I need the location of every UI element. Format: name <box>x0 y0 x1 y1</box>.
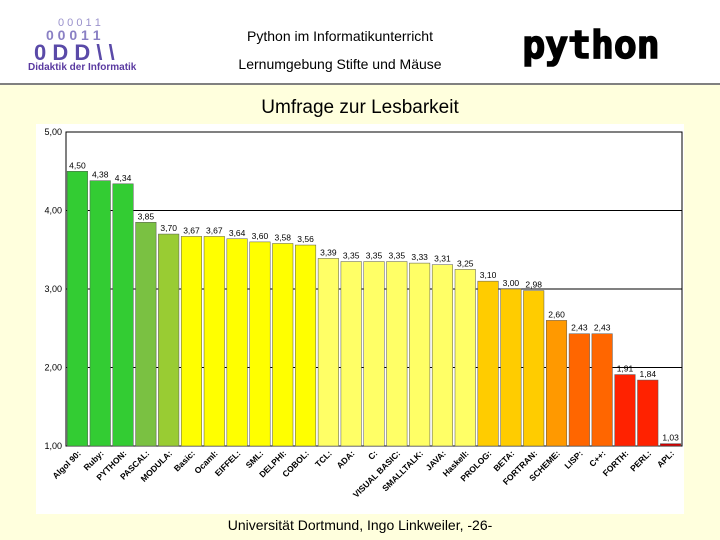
ddi-logo-label: Didaktik der Informatik <box>28 62 137 73</box>
y-tick-label: 3,00 <box>44 284 62 294</box>
data-label: 3,60 <box>252 231 269 241</box>
bar <box>546 320 568 447</box>
data-label: 3,25 <box>457 258 474 268</box>
ddi-logo: 0 0 0 1 1 0 0 0 1 1 0 D D \ \ Didaktik d… <box>28 14 152 74</box>
bar <box>295 244 317 447</box>
chart-area: 1,00 2,00 3,00 4,00 5,00 4,50 Algol 90: 4,38 Rub… <box>36 124 684 514</box>
category-label: ADA: <box>335 448 357 470</box>
data-label: 2,60 <box>548 309 565 319</box>
bar <box>66 171 88 447</box>
data-label: 2,43 <box>571 323 588 333</box>
category-label: FORTH: <box>601 448 631 478</box>
category-label: Algol 90: <box>50 448 83 481</box>
y-tick-label: 2,00 <box>44 363 62 373</box>
data-label: 2,43 <box>594 323 611 333</box>
data-label: 4,50 <box>69 160 86 170</box>
bar <box>317 258 339 447</box>
svg-text:0 D D \ \: 0 D D \ \ <box>34 40 115 60</box>
category-label: TCL: <box>313 448 334 469</box>
bar <box>340 261 362 447</box>
bar <box>272 243 294 447</box>
data-label: 3,35 <box>366 251 383 261</box>
bar <box>591 333 613 447</box>
python-logo-text: python <box>522 23 659 67</box>
bar <box>409 262 431 447</box>
ddi-logo-icon: 0 0 0 1 1 0 0 0 1 1 0 D D \ \ <box>34 17 115 65</box>
header-subtitle: Lernumgebung Stifte und Mäuse <box>238 56 442 72</box>
data-label: 3,64 <box>229 228 246 238</box>
y-tick-label: 1,00 <box>44 441 62 451</box>
bar <box>363 261 385 447</box>
y-tick-label: 5,00 <box>44 127 62 137</box>
data-label: 3,70 <box>160 223 177 233</box>
data-label: 3,67 <box>183 225 200 235</box>
bar <box>614 374 636 447</box>
bar <box>158 233 180 447</box>
python-logo: python <box>500 22 682 68</box>
bar <box>477 280 499 447</box>
y-tick-label: 4,00 <box>44 206 62 216</box>
bar <box>226 238 248 447</box>
svg-text:0 0 0 1 1: 0 0 0 1 1 <box>46 27 101 43</box>
bar <box>431 264 453 447</box>
category-label: EIFFEL: <box>213 448 243 478</box>
data-label: 3,85 <box>138 211 155 221</box>
slide-footer: Universität Dortmund, Ingo Linkweiler, -… <box>227 517 493 533</box>
data-label: 4,34 <box>115 173 132 183</box>
bar <box>249 241 271 447</box>
data-label: 1,03 <box>662 433 679 443</box>
data-label: 3,67 <box>206 225 223 235</box>
data-label: 3,33 <box>411 252 428 262</box>
bar <box>500 288 522 447</box>
category-label: PERL: <box>628 448 653 473</box>
data-label: 3,39 <box>320 247 337 257</box>
bar <box>89 180 111 447</box>
data-label: 3,35 <box>343 251 360 261</box>
data-label: 1,84 <box>640 369 657 379</box>
bar <box>112 183 134 447</box>
bar <box>637 379 659 447</box>
header-divider <box>0 83 720 85</box>
data-label: 2,98 <box>525 280 542 290</box>
bar <box>180 236 202 447</box>
data-label: 3,58 <box>274 232 291 242</box>
bar <box>203 236 225 447</box>
header-title: Python im Informatikunterricht <box>247 28 433 44</box>
data-label: 3,35 <box>389 251 406 261</box>
data-label: 3,56 <box>297 234 314 244</box>
bar <box>523 290 545 447</box>
svg-text:0 0 0 1 1: 0 0 0 1 1 <box>58 17 101 29</box>
bar <box>660 443 682 447</box>
data-label: 3,10 <box>480 270 497 280</box>
data-label: 1,91 <box>617 364 634 374</box>
category-label: APL: <box>655 448 676 469</box>
bar <box>386 261 408 447</box>
data-label: 3,31 <box>434 254 451 264</box>
bar <box>454 269 476 447</box>
bar <box>568 333 590 447</box>
data-label: 3,00 <box>503 278 520 288</box>
chart-title: Umfrage zur Lesbarkeit <box>261 97 459 118</box>
data-label: 4,38 <box>92 170 109 180</box>
bar <box>135 222 157 447</box>
slide-header: 0 0 0 1 1 0 0 0 1 1 0 D D \ \ Didaktik d… <box>0 0 720 83</box>
category-label: C: <box>366 448 380 462</box>
category-label: LISP: <box>562 448 585 471</box>
